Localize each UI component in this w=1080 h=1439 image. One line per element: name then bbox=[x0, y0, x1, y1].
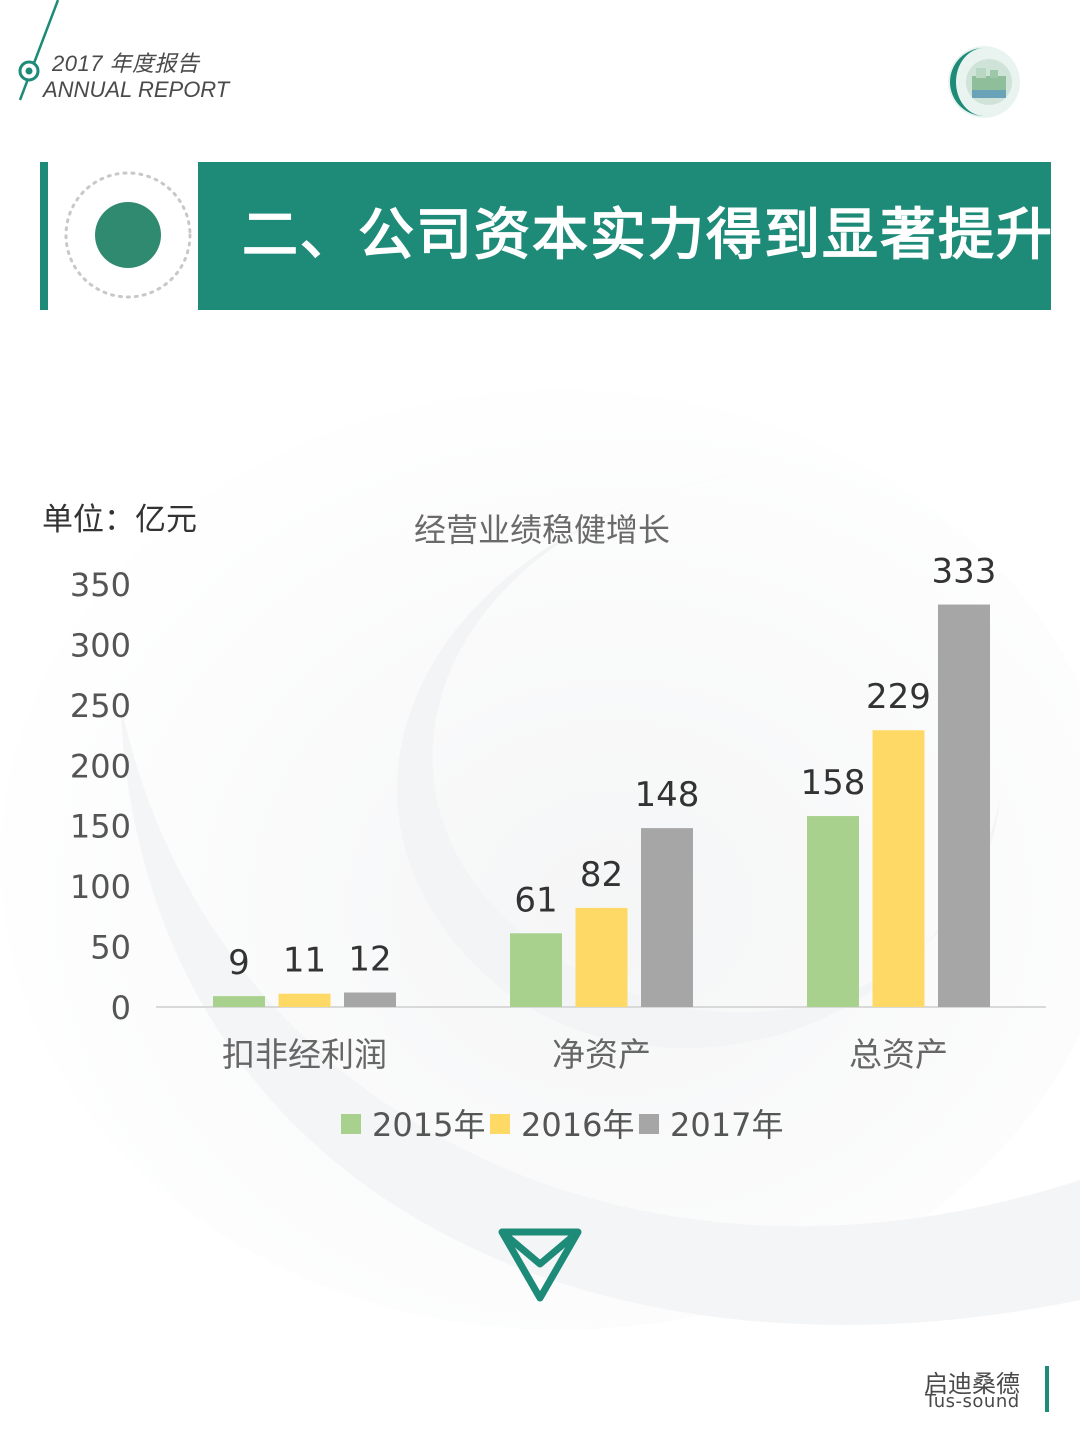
bar bbox=[213, 996, 265, 1007]
data-label: 82 bbox=[580, 855, 623, 895]
dotted-circle-icon bbox=[64, 171, 192, 299]
title-banner: 二、公司资本实力得到显著提升 bbox=[198, 162, 1054, 310]
bar bbox=[938, 604, 990, 1007]
report-year: 2017 年度报告 bbox=[52, 51, 200, 76]
brand-logo-icon bbox=[948, 46, 1020, 118]
y-tick-label: 150 bbox=[70, 808, 131, 846]
unit-label: 单位：亿元 bbox=[42, 502, 197, 538]
y-tick-label: 300 bbox=[70, 626, 131, 664]
x-tick-label: 扣非经利润 bbox=[222, 1035, 387, 1074]
header-line-decoration bbox=[18, 0, 60, 101]
y-tick-label: 50 bbox=[90, 929, 131, 967]
bar-chart: 0 50 100 150 200 250 300 350 9 61 158 11 82 229 12 148 3… bbox=[70, 552, 1046, 1144]
bar bbox=[278, 993, 331, 1007]
data-label: 158 bbox=[801, 763, 866, 803]
bar bbox=[575, 907, 628, 1007]
data-label: 11 bbox=[283, 941, 326, 981]
bar bbox=[872, 730, 925, 1007]
chart-title: 经营业绩稳健增长 bbox=[414, 511, 671, 549]
x-tick-label: 净资产 bbox=[552, 1035, 651, 1074]
banner-accent-rule bbox=[40, 162, 48, 310]
legend-label: 2016年 bbox=[521, 1106, 634, 1144]
bar bbox=[510, 933, 562, 1007]
page-title: 二、公司资本实力得到显著提升 bbox=[242, 203, 1054, 268]
legend-swatch bbox=[639, 1114, 659, 1134]
legend-label: 2017年 bbox=[670, 1106, 783, 1144]
y-tick-label: 250 bbox=[70, 687, 131, 725]
data-label: 9 bbox=[228, 943, 250, 983]
data-label: 12 bbox=[348, 939, 391, 979]
bar bbox=[641, 828, 693, 1007]
y-tick-label: 200 bbox=[70, 747, 131, 785]
report-subtitle: ANNUAL REPORT bbox=[43, 77, 230, 102]
down-arrow-icon bbox=[498, 1228, 582, 1302]
y-tick-label: 0 bbox=[111, 989, 131, 1027]
footer-brand-en: Tus-sound bbox=[925, 1391, 1020, 1412]
y-tick-label: 350 bbox=[70, 566, 131, 604]
bar bbox=[344, 992, 396, 1007]
legend-swatch bbox=[341, 1114, 361, 1134]
data-label: 229 bbox=[866, 677, 931, 717]
bar bbox=[807, 816, 859, 1007]
legend-label: 2015年 bbox=[372, 1106, 485, 1144]
footer-brand-cn: 启迪桑德 bbox=[924, 1370, 1020, 1398]
data-label: 148 bbox=[635, 775, 700, 815]
legend-swatch bbox=[490, 1114, 510, 1134]
x-tick-label: 总资产 bbox=[849, 1035, 948, 1074]
data-label: 61 bbox=[514, 880, 557, 920]
y-tick-label: 100 bbox=[70, 868, 131, 906]
data-label: 333 bbox=[932, 552, 997, 592]
footer-accent-bar bbox=[1045, 1366, 1049, 1412]
